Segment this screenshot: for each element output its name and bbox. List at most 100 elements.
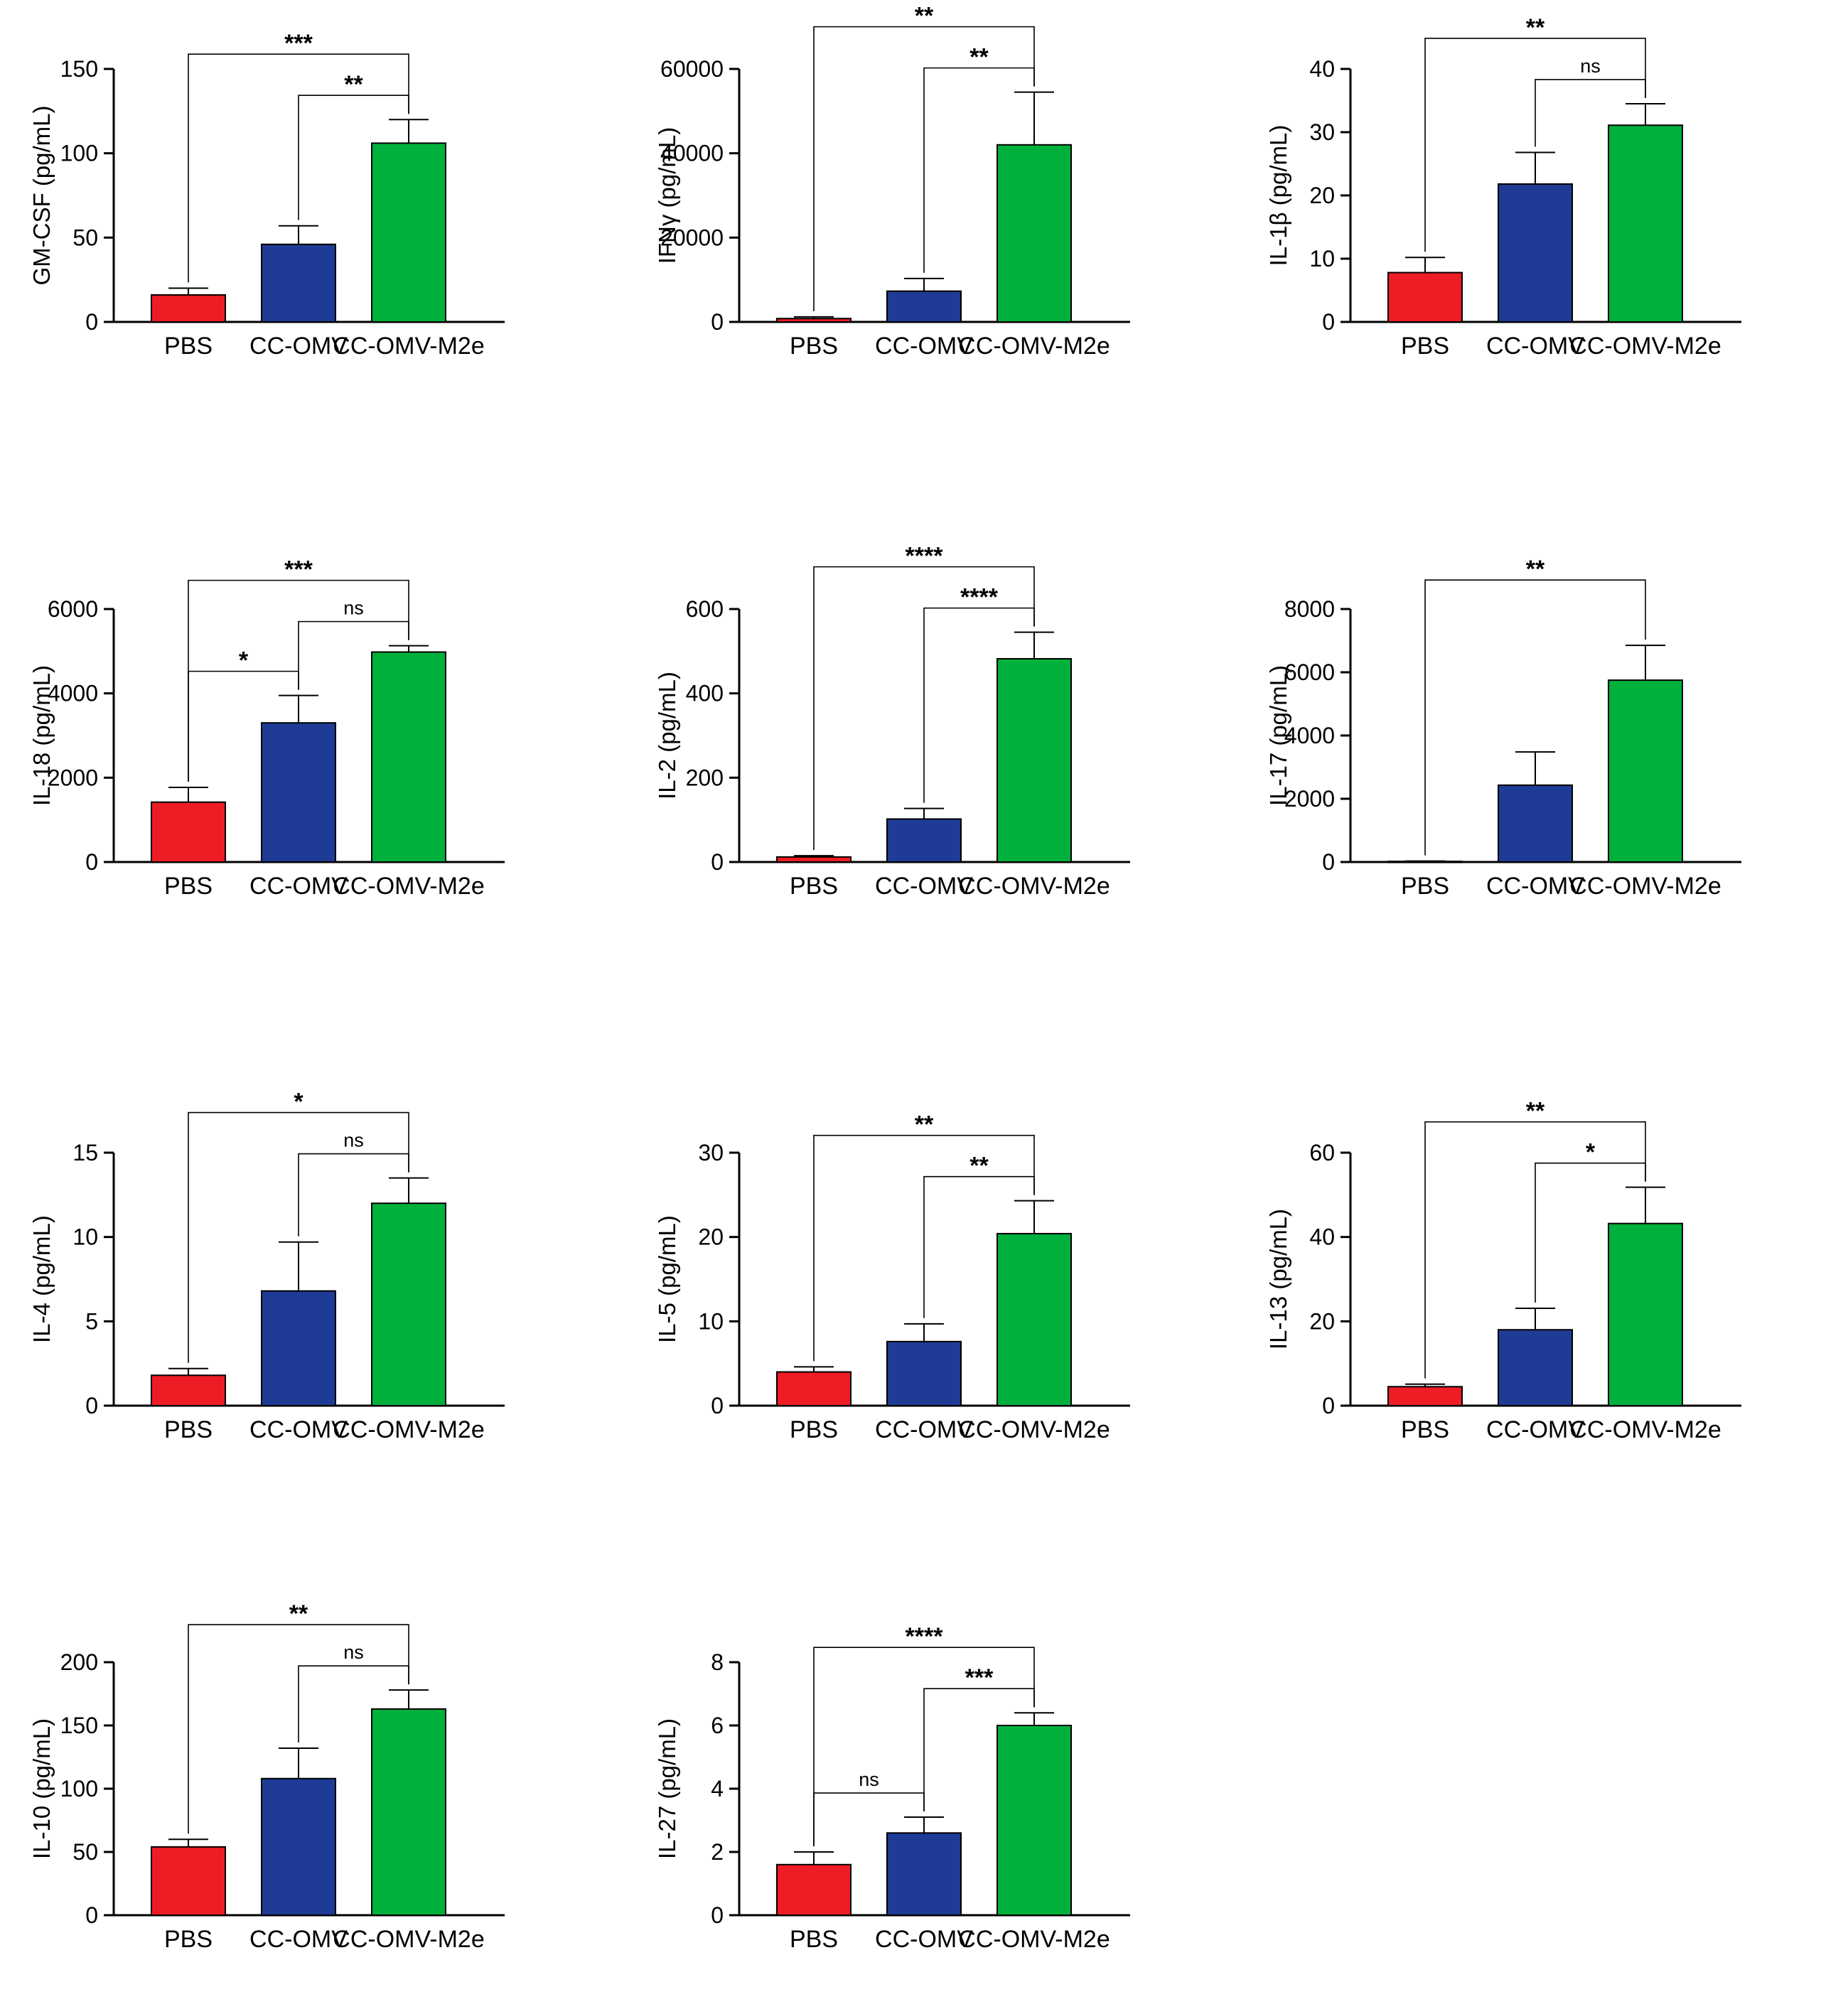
significance-label: ** [969,44,989,71]
bar-pbs [776,1863,852,1916]
chart-panel-il-2: 0 200 400 600 IL-2 (pg/mL) PBS CC-OMV CC-OMV-M2… [625,540,1237,956]
significance-label: ** [915,1111,934,1138]
y-tick-label: 4000 [48,681,98,706]
chart-svg: 0 2000 4000 6000 8000 IL-17 (pg/mL) PBS CC-OMVC… [1265,556,1741,900]
y-tick-label: 600 [686,596,724,622]
y-tick-label: 100 [60,1776,98,1801]
category-label-pbs: PBS [164,333,213,360]
category-label-cc-omv: CC-OMV [875,1926,973,1953]
y-tick-label: 10 [1309,246,1335,271]
category-label-cc-omv: CC-OMV [875,333,973,360]
category-label-pbs: PBS [164,1926,213,1953]
y-tick-label: 20 [1309,183,1335,208]
bar-cc-omv [261,1290,336,1407]
y-tick-label: 6000 [1284,659,1335,685]
category-label-cc-omv: CC-OMV [1486,333,1584,360]
significance-bracket [813,566,1035,851]
y-tick-label: 40000 [660,141,724,166]
y-axis-label: IL-13 (pg/mL) [1265,1209,1291,1350]
significance-bracket [813,1134,1035,1362]
bar-cc-omv-m2e [371,651,446,863]
y-tick-label: 60000 [660,56,724,82]
significance-bracket [188,579,409,782]
y-tick-label: 2000 [48,765,98,790]
significance-label: *** [284,30,313,57]
category-label-cc-omv-m2e: CC-OMV-M2e [958,1926,1110,1953]
chart-svg: 0 10 20 30 40 IL-1β (pg/mL) PBS CC-OMVCC-OMV-M2… [1265,14,1741,360]
bar-cc-omv-m2e [371,142,446,323]
category-label-cc-omv: CC-OMV [249,333,348,360]
bar-pbs [151,1374,226,1406]
y-tick-label: 30 [698,1140,724,1165]
y-tick-label: 40 [1309,1224,1335,1250]
bar-pbs [151,801,226,863]
significance-label: ns [343,598,364,619]
y-axis-label: IL-5 (pg/mL) [654,1215,680,1343]
category-label-cc-omv-m2e: CC-OMV-M2e [333,333,484,360]
bar-cc-omv [886,1832,962,1916]
significance-bracket [1424,579,1646,856]
y-tick-label: 0 [85,1902,98,1928]
bar-cc-omv-m2e [996,1232,1072,1406]
y-tick-label: 10 [72,1224,98,1250]
y-tick-label: 30 [1309,119,1335,145]
bar-pbs [776,856,852,863]
chart-panel-ifn: 0 20000 40000 60000 IFNγ (pg/mL) PBS CC-OMV CC-… [625,0,1237,416]
significance-label: *** [965,1664,994,1691]
significance-label: **** [960,584,999,611]
category-label-cc-omv-m2e: CC-OMV-M2e [333,1926,484,1953]
category-label-cc-omv-m2e: CC-OMV-M2e [958,1416,1110,1443]
category-label-pbs: PBS [790,1416,838,1443]
bar-cc-omv-m2e [996,1725,1072,1916]
significance-label: ns [859,1769,879,1790]
y-tick-label: 400 [686,681,724,706]
category-label-pbs: PBS [790,873,838,900]
chart-panel-il-27: 0 2 4 6 8 IL-27 (pg/mL) PBS CC-OMV CC-OMV-M2e ns *… [625,1593,1237,2009]
significance-label: **** [906,543,944,570]
y-axis-label: IL-4 (pg/mL) [28,1215,55,1343]
significance-label: *** [284,556,313,583]
significance-label: ** [1526,14,1545,41]
category-label-cc-omv: CC-OMV [1486,873,1584,900]
significance-label: ns [343,1130,364,1151]
bar-cc-omv [1498,183,1573,323]
y-axis-label: IL-1β (pg/mL) [1265,125,1291,266]
significance-label: **** [906,1623,944,1650]
y-tick-label: 40 [1309,56,1335,82]
bar-cc-omv [886,818,962,863]
y-tick-label: 50 [72,225,98,250]
y-tick-label: 20 [1309,1308,1335,1334]
category-label-pbs: PBS [164,873,213,900]
y-axis-label: IL-2 (pg/mL) [654,672,680,799]
category-label-pbs: PBS [1401,1416,1449,1443]
significance-label: ** [344,71,363,98]
bar-cc-omv-m2e [1608,1222,1683,1406]
category-label-cc-omv: CC-OMV [875,873,973,900]
y-tick-label: 8 [711,1649,724,1675]
chart-svg: 0 20000 40000 60000 IFNγ (pg/mL) PBS CC-OMVCC-… [654,3,1130,360]
y-tick-label: 20000 [660,225,724,250]
y-axis-label: IFNγ (pg/mL) [654,127,680,264]
significance-label: ns [1580,55,1601,77]
bar-cc-omv [261,243,336,323]
y-tick-label: 0 [1322,309,1335,335]
bar-cc-omv-m2e [996,658,1072,863]
bar-cc-omv-m2e [371,1202,446,1406]
y-tick-label: 0 [85,1393,98,1418]
y-tick-label: 150 [60,1713,98,1738]
bar-cc-omv [886,290,962,323]
y-axis-label: IL-17 (pg/mL) [1265,665,1291,806]
y-axis-label: GM-CSF (pg/mL) [28,105,55,285]
category-label-cc-omv-m2e: CC-OMV-M2e [333,1416,484,1443]
y-tick-label: 0 [1322,1393,1335,1418]
category-label-cc-omv: CC-OMV [249,873,348,900]
chart-svg: 0 50 100 150 200 IL-10 (pg/mL) PBS CC-OMVCC-OMV… [28,1600,505,1953]
significance-label: * [239,647,249,674]
y-tick-label: 8000 [1284,596,1335,622]
y-tick-label: 100 [60,141,98,166]
chart-panel-il-1: 0 10 20 30 40 IL-1β (pg/mL) PBS CC-OMV CC-OMV-M2… [1237,0,1848,416]
category-label-cc-omv-m2e: CC-OMV-M2e [333,873,484,900]
y-tick-label: 0 [85,849,98,875]
